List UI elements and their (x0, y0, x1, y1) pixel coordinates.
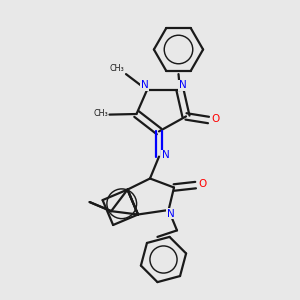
Text: CH₃: CH₃ (94, 110, 108, 118)
Text: O: O (211, 114, 219, 124)
Text: N: N (162, 150, 170, 161)
Text: N: N (178, 80, 186, 91)
Text: CH₃: CH₃ (110, 64, 124, 73)
Text: O: O (198, 179, 206, 189)
Text: N: N (141, 80, 148, 91)
Text: N: N (167, 208, 175, 219)
